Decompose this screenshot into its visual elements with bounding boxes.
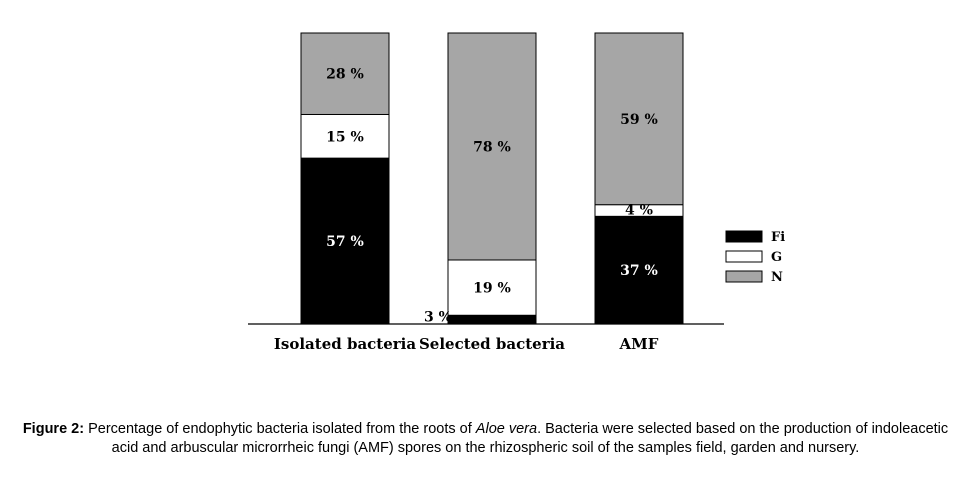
legend-swatch-fi — [725, 230, 763, 243]
bar-segment-selected-bacteria-n — [447, 32, 537, 261]
data-label-isolated-bacteria-g: 15 % — [326, 129, 364, 145]
bar-segment-selected-bacteria-g — [447, 259, 537, 316]
legend-swatch-n — [725, 270, 763, 283]
bar-segment-isolated-bacteria-n — [300, 32, 390, 115]
bar-segment-selected-bacteria-fi — [447, 314, 537, 325]
data-label-isolated-bacteria-n: 28 % — [326, 67, 364, 83]
legend-swatch-g — [725, 250, 763, 263]
data-label-selected-bacteria-fi: 3 % — [424, 310, 452, 326]
data-label-selected-bacteria-n: 78 % — [473, 139, 511, 155]
data-label-amf-n: 59 % — [620, 112, 658, 128]
caption-text-part-2: . Bacteria were selected based on the pr… — [111, 421, 949, 456]
figure-caption: Figure 2: Percentage of endophytic bacte… — [10, 420, 961, 458]
figure-number: Figure 2: — [22, 421, 85, 437]
legend-label-g: G — [771, 250, 782, 265]
data-label-amf-fi: 37 % — [620, 263, 658, 279]
bars-group — [300, 32, 684, 325]
segment-labels-group: 57 % 15 % 28 % 3 % 19 % 78 % 37 % 4 % 59 % — [326, 67, 658, 326]
bar-segment-amf-n — [594, 32, 684, 206]
category-labels-group: Isolated bacteria Selected bacteria AMF — [274, 335, 659, 353]
data-label-isolated-bacteria-fi: 57 % — [326, 234, 364, 250]
legend: Fi GN — [725, 230, 785, 285]
bar-segment-isolated-bacteria-fi — [300, 157, 390, 325]
stacked-bar-chart: 57 % 15 % 28 % 3 % 19 % 78 % 37 % 4 % 59 % Isola… — [248, 32, 785, 353]
caption-text-part-1: Percentage of endophytic bacteria isolat… — [84, 421, 476, 437]
category-label-selected-bacteria: Selected bacteria — [419, 335, 565, 353]
caption-species-name: Aloe vera — [475, 421, 538, 437]
bar-segment-amf-fi — [594, 215, 684, 325]
legend-label-fi: Fi — [771, 230, 785, 245]
data-label-selected-bacteria-g: 19 % — [473, 281, 511, 297]
category-label-amf: AMF — [619, 335, 659, 353]
legend-label-n: N — [771, 270, 783, 285]
bar-segment-isolated-bacteria-g — [300, 113, 390, 159]
category-label-isolated-bacteria: Isolated bacteria — [274, 335, 416, 353]
data-label-amf-g: 4 % — [625, 203, 653, 219]
